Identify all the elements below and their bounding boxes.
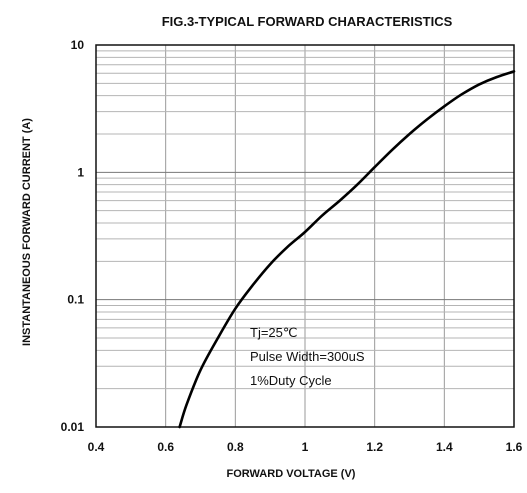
x-tick-label: 0.8	[227, 440, 244, 454]
series-layer	[178, 70, 516, 429]
x-tick-label: 0.6	[157, 440, 174, 454]
plot-frame	[95, 44, 515, 428]
x-tick-label: 1	[302, 440, 309, 454]
y-tick-label: 1	[77, 165, 84, 179]
chart-title: FIG.3-TYPICAL FORWARD CHARACTERISTICS	[162, 14, 453, 29]
annotation-pulse-width: Pulse Width=300uS	[250, 349, 365, 364]
y-tick-label: 0.01	[61, 420, 85, 434]
x-tick-label: 1.6	[506, 440, 523, 454]
x-axis-label: FORWARD VOLTAGE (V)	[227, 468, 356, 480]
x-tick-label: 1.2	[366, 440, 383, 454]
annotation-temperature: Tj=25℃	[250, 325, 297, 340]
x-tick-label: 0.4	[88, 440, 105, 454]
x-tick-label: 1.4	[436, 440, 453, 454]
annotation-duty-cycle: 1%Duty Cycle	[250, 373, 332, 388]
annotation-block: Tj=25℃ Pulse Width=300uS 1%Duty Cycle	[250, 325, 365, 388]
tick-labels: 0.4 0.6 0.8 1 1.2 1.4 1.6 0.01 0.1 1 10	[61, 38, 523, 454]
forward-characteristic-curve	[178, 70, 516, 429]
grid	[95, 45, 515, 428]
y-axis-label: INSTANTANEOUS FORWARD CURRENT (A)	[21, 118, 33, 346]
y-tick-label: 0.1	[67, 293, 84, 307]
y-tick-label: 10	[71, 38, 85, 52]
